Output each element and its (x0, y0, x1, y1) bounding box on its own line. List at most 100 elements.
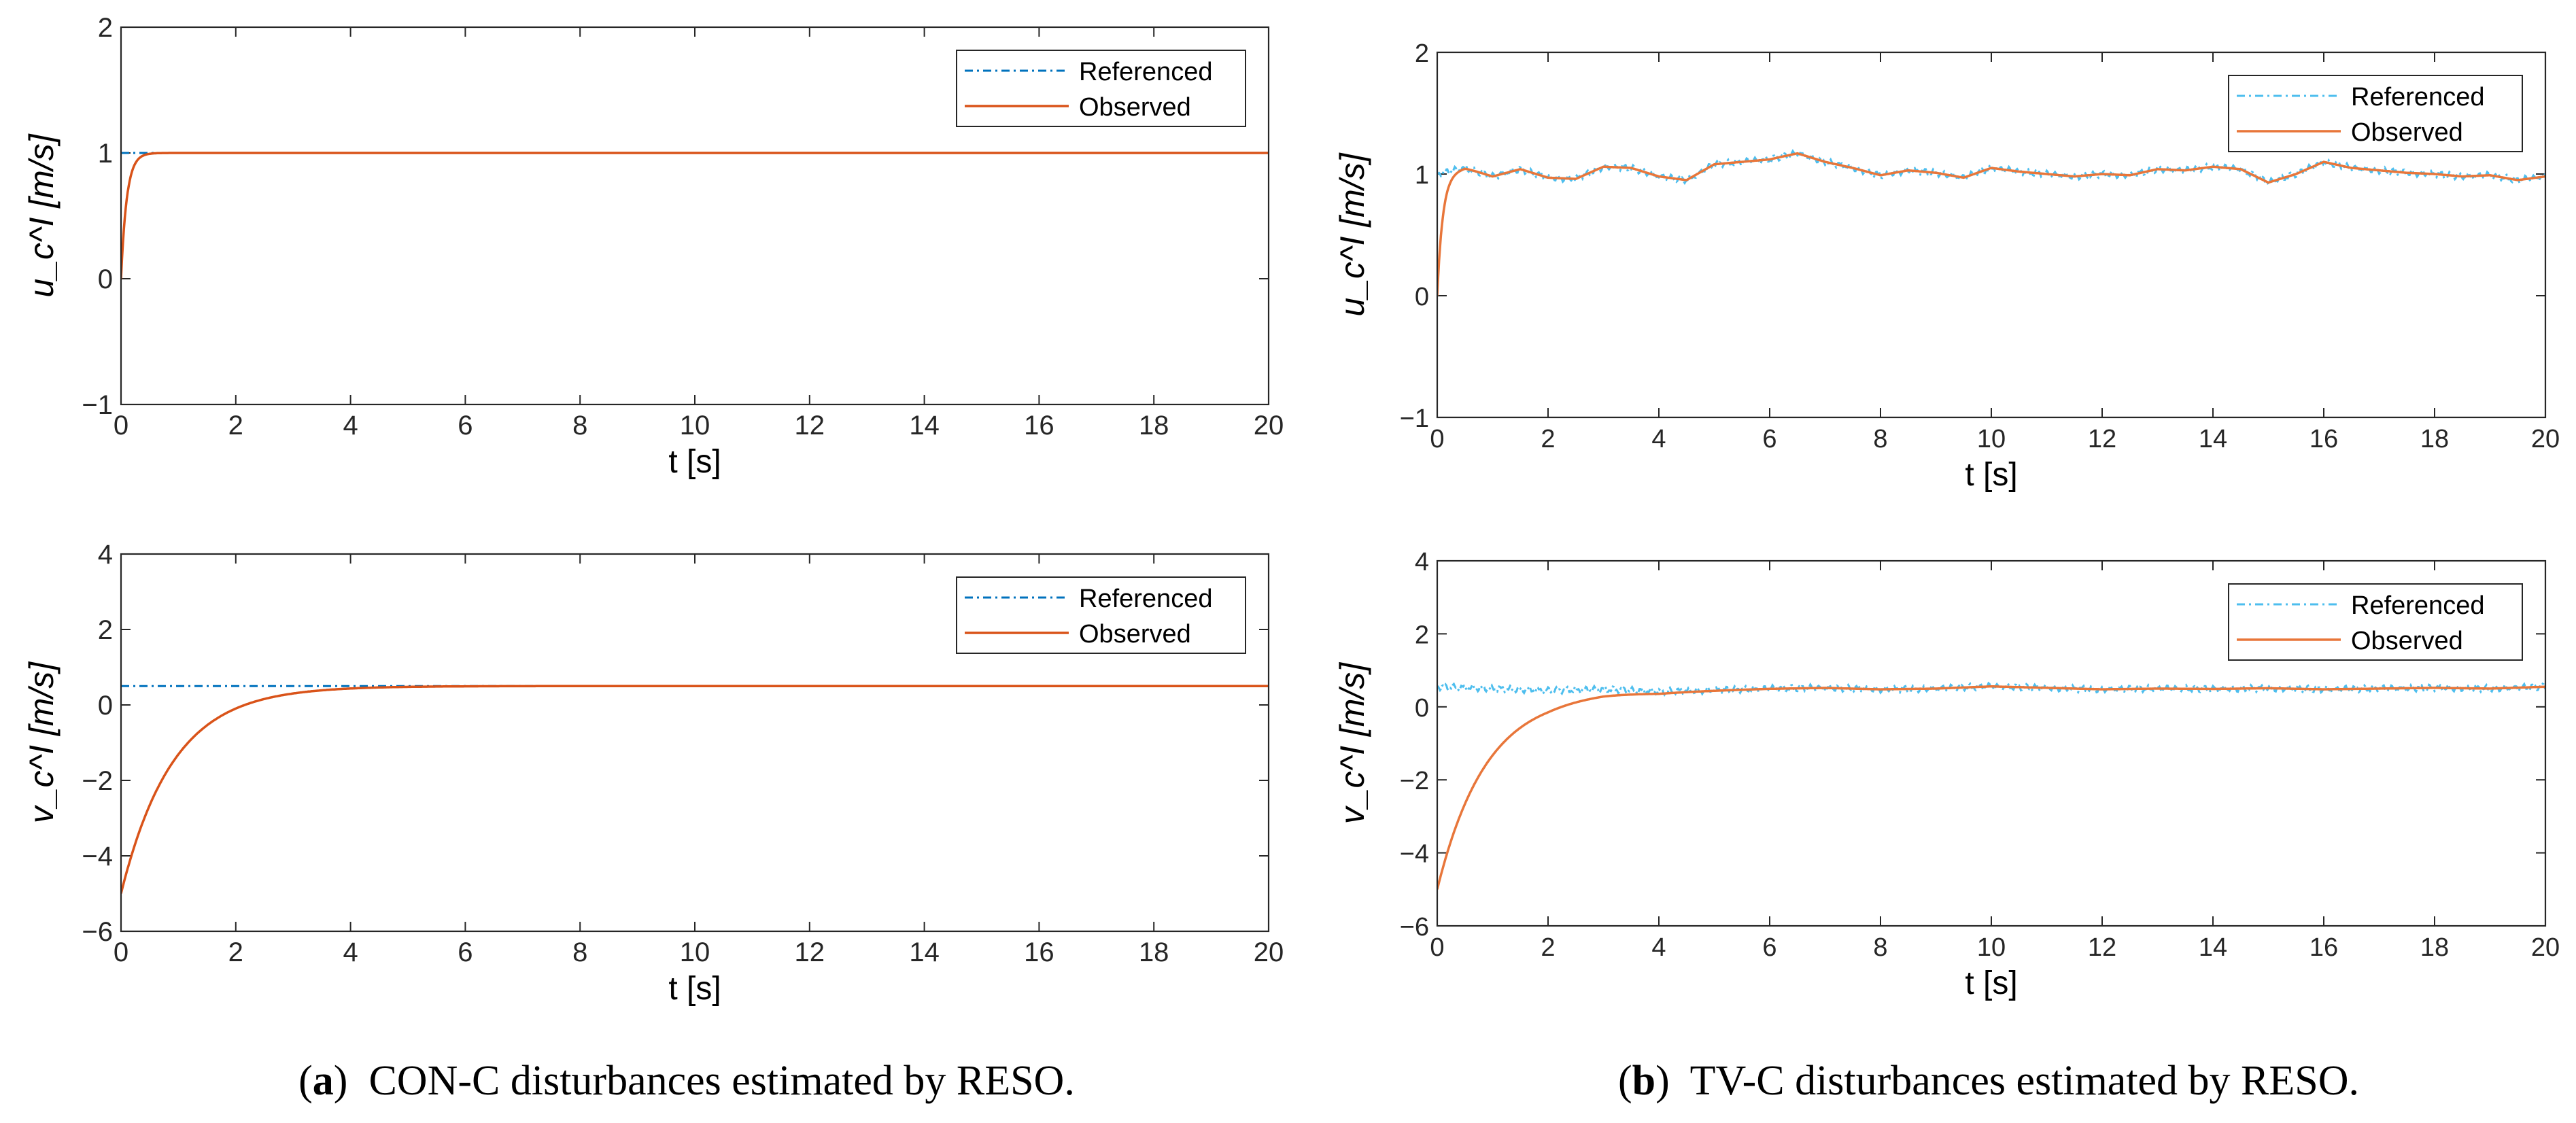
x-tick-label: 8 (572, 937, 587, 967)
x-tick-label: 2 (1541, 933, 1555, 962)
x-tick-label: 10 (680, 411, 710, 440)
x-tick-label: 18 (2420, 425, 2449, 453)
x-tick-label: 18 (1139, 411, 1169, 440)
x-tick-label: 16 (2309, 933, 2338, 962)
legend-box (956, 576, 1246, 654)
y-tick-label: 0 (98, 264, 113, 294)
x-axis-label: t [s] (1965, 457, 2017, 493)
y-tick-label: −4 (1400, 840, 1429, 869)
x-tick-label: 6 (1762, 933, 1776, 962)
x-tick-label: 4 (343, 937, 358, 967)
x-tick-label: 6 (458, 411, 473, 440)
plot-area (121, 685, 1269, 894)
x-tick-label: 18 (1139, 937, 1169, 967)
caption-b-text: TV-C disturbances estimated by RESO. (1689, 1058, 2360, 1104)
legend-box (956, 50, 1246, 127)
x-tick-label: 2 (228, 411, 243, 440)
x-tick-label: 12 (2088, 425, 2116, 453)
x-tick-label: 6 (1762, 425, 1776, 453)
chart-b-top: 0 2 4 6 8 10 12 14 16 18 20−1012ReferencedObserved… (1333, 39, 2560, 493)
y-tick-label: −2 (82, 766, 113, 796)
x-tick-label: 14 (2199, 933, 2227, 962)
x-tick-label: 8 (1873, 933, 1887, 962)
x-tick-label: 14 (2199, 425, 2227, 453)
chart-a-bottom: 0 2 4 6 8 10 12 14 16 18 20 −6 −4 −2 0 2 4 Referenced Obse… (22, 540, 1284, 1007)
x-tick-label: 20 (1254, 411, 1284, 440)
caption-a-label: a (312, 1058, 334, 1104)
legend-referenced-label: Referenced (1079, 58, 1212, 86)
plot-area (121, 152, 1269, 279)
x-tick-label: 10 (680, 937, 710, 967)
series-observed (121, 152, 1269, 279)
legend-referenced-label: Referenced (2351, 83, 2484, 111)
y-tick-label: 0 (1415, 694, 1429, 723)
legend-referenced-label: Referenced (2351, 591, 2484, 620)
axes-frame (1436, 51, 2547, 419)
x-tick-label: 18 (2420, 933, 2449, 962)
y-axis-label: v_c^I [m/s] (1333, 662, 1371, 824)
y-tick-label: 2 (1415, 39, 1429, 68)
series-referenced (1437, 149, 2545, 186)
x-tick-label: 2 (1541, 425, 1555, 453)
legend-observed-label: Observed (2351, 118, 2463, 147)
y-tick-label: −6 (82, 917, 113, 947)
legend-observed-label: Observed (2351, 627, 2463, 655)
legend-observed-label: Observed (1079, 93, 1191, 122)
axes-frame (1436, 559, 2547, 927)
y-tick-label: −4 (82, 842, 113, 871)
y-tick-label: 1 (98, 139, 113, 169)
y-tick-label: −1 (82, 390, 113, 420)
y-tick-label: 2 (98, 13, 113, 43)
x-tick-label: 20 (1254, 937, 1284, 967)
x-tick-label: 12 (2088, 933, 2116, 962)
y-tick-label: −6 (1400, 913, 1429, 941)
x-tick-label: 2 (228, 937, 243, 967)
x-axis-label: t [s] (668, 444, 721, 480)
y-tick-label: 0 (98, 691, 113, 721)
x-tick-label: 0 (114, 937, 128, 967)
caption-a-text: CON-C disturbances estimated by RESO. (368, 1058, 1075, 1104)
x-tick-label: 12 (795, 411, 825, 440)
x-tick-label: 16 (1024, 937, 1054, 967)
y-tick-label: 4 (1415, 548, 1429, 576)
legend: Referenced Observed (2228, 75, 2523, 152)
series-observed (121, 685, 1269, 894)
x-tick-label: 14 (909, 937, 940, 967)
y-axis-label: v_c^I [m/s] (22, 661, 61, 823)
caption-b: (b) TV-C disturbances estimated by RESO. (1617, 1058, 2360, 1104)
x-tick-label: 8 (1873, 425, 1887, 453)
y-tick-label: −2 (1400, 767, 1429, 795)
x-tick-label: 4 (343, 411, 358, 440)
x-tick-label: 10 (1977, 933, 2006, 962)
x-tick-label: 12 (795, 937, 825, 967)
x-axis-label: t [s] (1965, 965, 2017, 1001)
legend: Referenced Observed (956, 50, 1246, 127)
legend-box (2228, 75, 2523, 152)
x-tick-label: 14 (909, 411, 940, 440)
caption-a: (a) CON-C disturbances estimated by RESO… (298, 1058, 1075, 1104)
series-observed (1437, 685, 2545, 890)
chart-b-bottom: 0 2 4 6 8 10 12 14 16 18 20 −6 −4 −2 0 2 4 Referenced Obse… (1333, 548, 2560, 1001)
legend: Referenced Observed (956, 576, 1246, 654)
y-tick-label: 1 (1415, 161, 1429, 190)
x-tick-label: 8 (572, 411, 587, 440)
x-tick-label: 0 (114, 411, 128, 440)
x-tick-label: 4 (1651, 425, 1666, 453)
series-observed (1437, 152, 2545, 296)
x-tick-label: 0 (1430, 933, 1444, 962)
legend: Referenced Observed (2228, 583, 2523, 661)
y-axis-label: u_c^I [m/s] (1333, 152, 1371, 316)
y-tick-label: 2 (1415, 621, 1429, 649)
x-tick-label: 6 (458, 937, 473, 967)
x-tick-label: 16 (2309, 425, 2338, 453)
y-tick-label: 2 (98, 615, 113, 645)
plot-area (1437, 149, 2545, 296)
x-tick-label: 16 (1024, 411, 1054, 440)
y-tick-label: −1 (1400, 404, 1429, 433)
x-tick-label: 0 (1430, 425, 1444, 453)
chart-a-top: 0 2 4 6 8 10 12 14 16 18 20−1012ReferencedObserved… (22, 13, 1284, 480)
x-tick-label: 20 (2531, 425, 2560, 453)
axes-frame (120, 26, 1270, 406)
legend-referenced-label: Referenced (1079, 585, 1212, 613)
